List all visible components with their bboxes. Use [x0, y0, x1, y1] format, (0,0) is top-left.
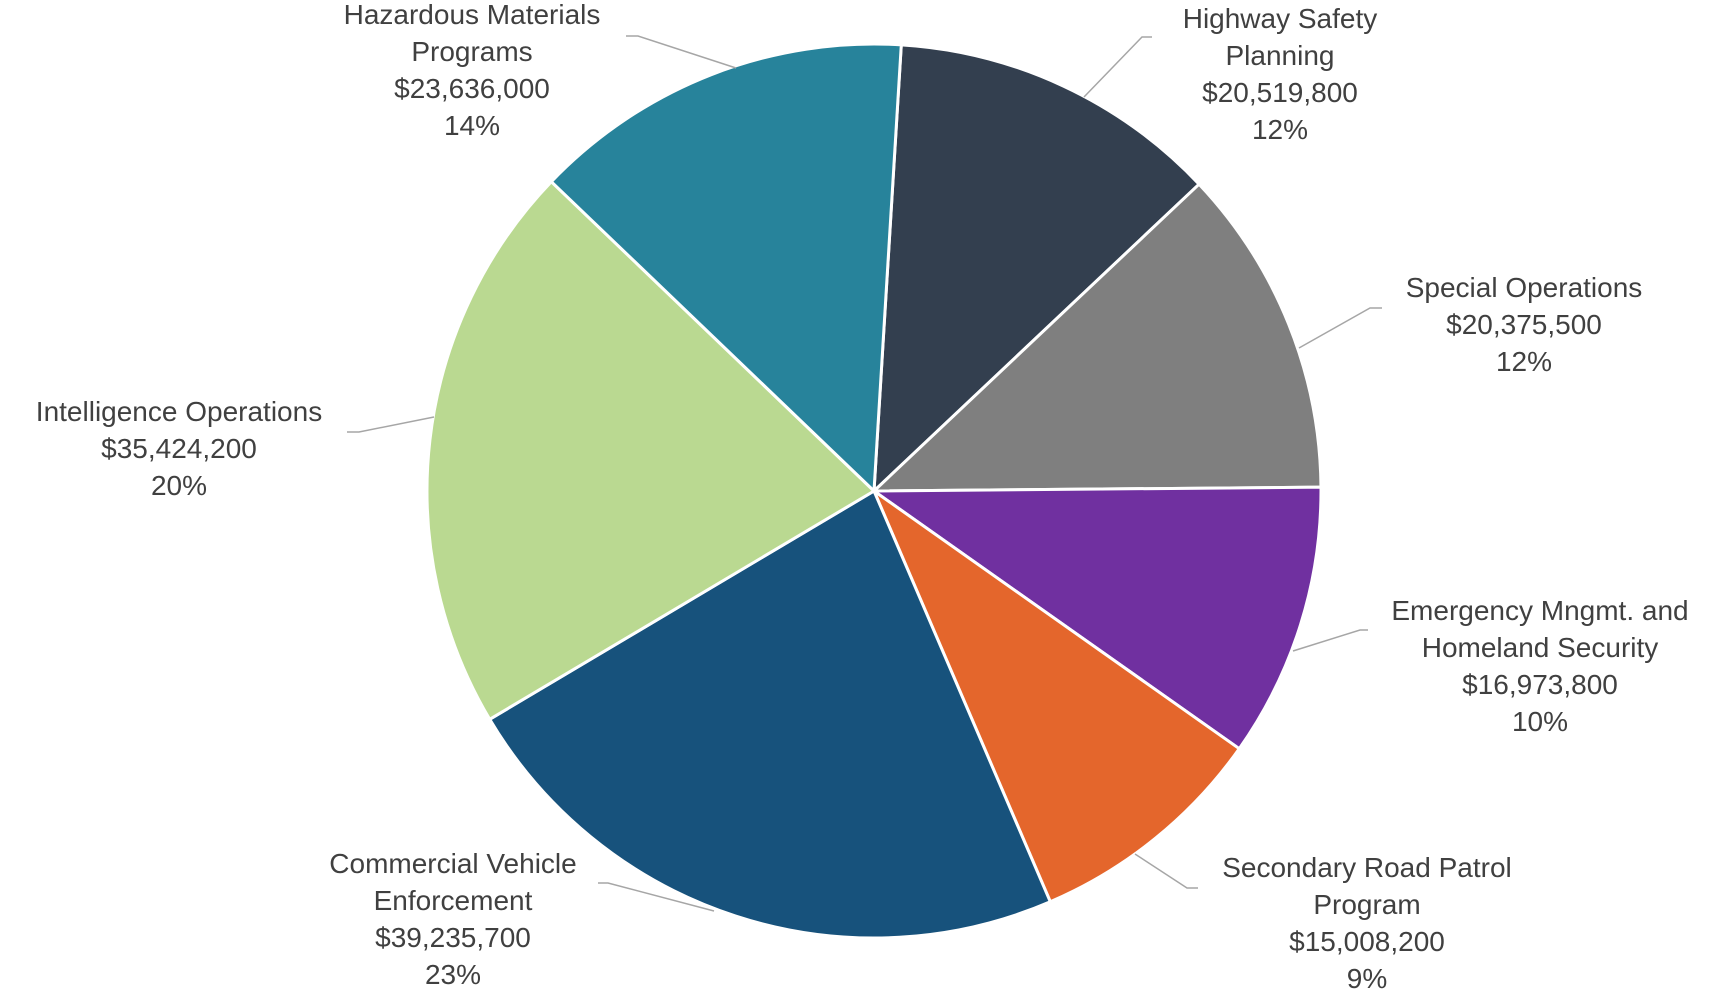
slice-label: Emergency Mngmt. and Homeland Security $16… — [1391, 595, 1688, 737]
label-leader-lines — [347, 35, 1382, 912]
leader-line — [1292, 629, 1368, 652]
slice-labels: Highway Safety Planning $20,519,800 12% Spec… — [36, 0, 1689, 992]
leader-line — [1298, 307, 1382, 349]
pie-slice — [872, 43, 1202, 495]
pie-slice — [425, 179, 877, 722]
slice-label: Intelligence Operations $35,424,200 20% — [36, 396, 322, 501]
slice-label: Commercial Vehicle Enforcement $39,235,700… — [329, 848, 576, 990]
slice-label: Special Operations $20,375,500 12% — [1406, 272, 1643, 377]
leader-line — [1083, 36, 1152, 98]
slice-label: Highway Safety Planning $20,519,800 12% — [1183, 3, 1378, 145]
leader-line — [598, 882, 715, 912]
pie-slice — [870, 486, 1242, 904]
leader-line — [1134, 853, 1198, 889]
leader-line — [626, 35, 737, 69]
pie-slices — [425, 42, 1323, 940]
slice-label: Secondary Road Patrol Program $15,008,200 9… — [1222, 852, 1512, 992]
leader-line — [347, 416, 435, 433]
pie-slice — [870, 182, 1323, 493]
pie-slice — [549, 42, 903, 495]
slice-label: Hazardous Materials Programs $23,636,000 14… — [344, 0, 601, 141]
pie-slice — [869, 485, 1323, 751]
pie-slice — [487, 488, 1053, 940]
